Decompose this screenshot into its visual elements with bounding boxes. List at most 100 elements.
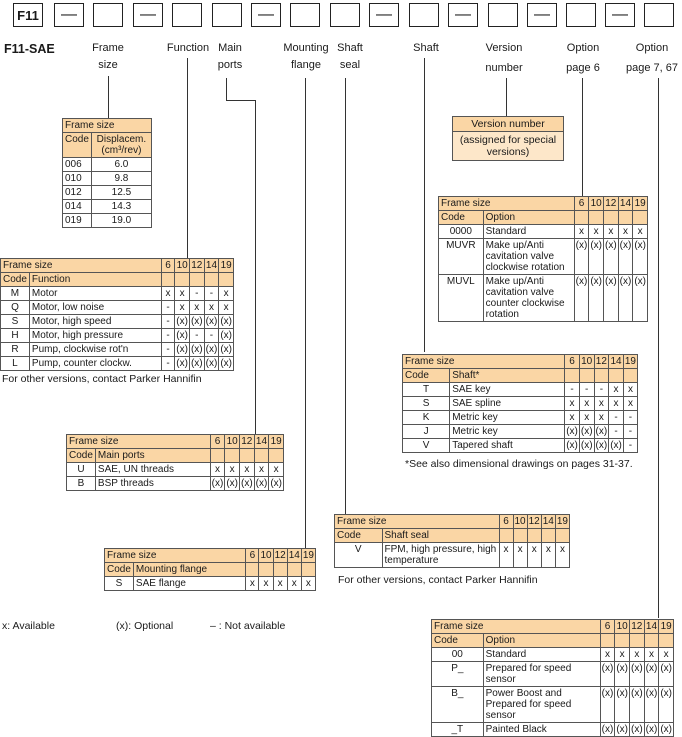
label-header: Option [482, 210, 575, 225]
header-spacer [628, 633, 645, 648]
table-row: M Motor x x - - x [0, 286, 234, 301]
availability-cell: x [218, 286, 234, 301]
header-frame-size: Frame size [78, 40, 138, 74]
shaft-seal-note: For other versions, contact Parker Hanni… [338, 574, 538, 586]
row-label: SAE flange [132, 576, 247, 591]
availability-cell: (x) [203, 356, 220, 371]
size-header: 12 [628, 619, 645, 634]
mounting-flange-box [290, 3, 320, 27]
size-header: 10 [614, 619, 630, 634]
availability-cell: x [593, 396, 610, 411]
dash-box-6: — [527, 3, 557, 27]
dash: — [534, 6, 550, 23]
availability-cell: x [203, 300, 220, 315]
dash: — [61, 6, 77, 23]
table-caption: Frame size [103, 548, 247, 563]
header-spacer [578, 368, 595, 383]
header-spacer [643, 633, 660, 648]
row-label: Metric key [449, 424, 566, 439]
size-header: 14 [643, 619, 660, 634]
frame-size-table: Frame size Code Displacem. (cm³/rev) 006… [62, 118, 152, 228]
availability-cell: (x) [588, 274, 604, 322]
availability-cell: x [564, 396, 580, 411]
version-box [488, 3, 518, 27]
size-header: 6 [209, 434, 226, 449]
dash: — [612, 6, 628, 23]
availability-cell: x [643, 647, 660, 662]
availability-cell: x [632, 224, 648, 239]
table-row: T SAE key - - - x x [401, 382, 639, 397]
availability-cell: - [608, 410, 624, 425]
availability-cell: - [160, 356, 176, 371]
row-code: S [401, 396, 451, 411]
availability-cell: (x) [218, 342, 234, 357]
availability-cell: - [160, 328, 176, 343]
size-header: 10 [258, 548, 274, 563]
table-row: U SAE, UN threads x x x x x [66, 462, 284, 477]
row-code: L [0, 356, 30, 371]
connector-function [187, 58, 188, 258]
table-row: 012 12.5 [62, 185, 152, 200]
dash: — [258, 6, 274, 23]
availability-cell: x [578, 410, 595, 425]
function-table: Frame size 6 10 12 14 19 Code Function M Motor x x -… [0, 258, 234, 371]
availability-cell: - [160, 342, 176, 357]
label-header: Option [482, 633, 601, 648]
size-header: 10 [588, 196, 604, 211]
availability-cell: (x) [573, 238, 590, 275]
table-row: 014 14.3 [62, 199, 152, 214]
table-caption: Frame size [66, 434, 211, 449]
availability-cell: x [238, 462, 255, 477]
availability-cell: (x) [608, 438, 624, 453]
connector-ports-c [255, 100, 256, 434]
header-line: Shaft [337, 42, 363, 54]
size-header: 12 [593, 354, 610, 369]
header-spacer [203, 272, 220, 287]
header-spacer [573, 210, 590, 225]
row-label: Standard [482, 224, 575, 239]
frame-table-code-header: Code [62, 132, 92, 158]
header-spacer [174, 272, 190, 287]
availability-cell: (x) [643, 661, 660, 687]
table-row: H Motor, high pressure - (x) - - (x) [0, 328, 234, 343]
row-code: V [334, 542, 383, 568]
size-header: 10 [512, 514, 528, 529]
size-header: 12 [188, 258, 205, 273]
size-header: 19 [268, 434, 284, 449]
row-label: Pump, counter clockw. [28, 356, 162, 371]
version-number-title: Version number [453, 117, 563, 132]
header-function: Function [160, 40, 216, 57]
row-label: SAE key [449, 382, 566, 397]
code-header: Code [438, 210, 484, 225]
code-header: Code [104, 562, 134, 577]
table-row: 00 Standard x x x x x [431, 647, 674, 662]
availability-cell: - [593, 382, 610, 397]
availability-cell: (x) [593, 438, 610, 453]
option1-box [566, 3, 596, 27]
displacement-value: 6.0 [90, 157, 152, 172]
header-line: Shaft [413, 42, 439, 54]
main-ports-table: Frame size 6 10 12 14 19 Code Main ports U SAE, U… [66, 434, 284, 491]
header-spacer [258, 562, 274, 577]
table-row: P_ Prepared for speed sensor (x) (x) (x) (x)(… [431, 661, 674, 687]
connector-frame [108, 76, 109, 118]
row-code: U [66, 462, 96, 477]
availability-cell: - [160, 300, 176, 315]
size-header: 10 [174, 258, 190, 273]
size-header: 14 [286, 548, 302, 563]
frame-code: 019 [62, 213, 92, 228]
table-row: S SAE spline x x x x x [401, 396, 639, 411]
header-spacer [238, 448, 255, 463]
size-header: 19 [658, 619, 674, 634]
availability-cell: x [614, 647, 630, 662]
header-shaft-seal: Shaft seal [330, 40, 370, 74]
header-line: Function [166, 42, 210, 54]
availability-cell: (x) [658, 661, 674, 687]
header-line: number [485, 62, 523, 74]
availability-cell: (x) [203, 314, 220, 329]
availability-cell: x [174, 286, 190, 301]
availability-cell: - [160, 314, 176, 329]
header-spacer [224, 448, 240, 463]
row-code: MUVL [438, 274, 484, 322]
size-header: 14 [617, 196, 634, 211]
